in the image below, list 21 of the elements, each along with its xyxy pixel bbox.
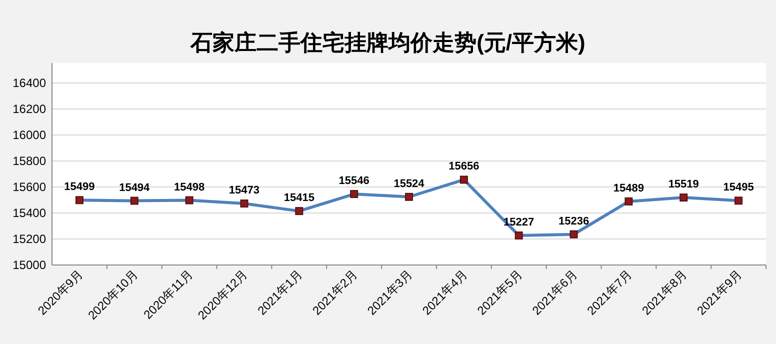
y-tick-label: 15800 bbox=[12, 154, 46, 168]
data-label: 15498 bbox=[174, 181, 205, 194]
data-label: 15415 bbox=[284, 192, 314, 204]
data-label: 15494 bbox=[119, 182, 151, 194]
data-label: 15656 bbox=[448, 160, 480, 173]
y-tick-label: 15400 bbox=[12, 206, 46, 220]
data-label: 15524 bbox=[394, 178, 426, 190]
y-tick-label: 16000 bbox=[12, 128, 46, 142]
y-tick-label: 16400 bbox=[12, 76, 46, 90]
y-tick-label: 16200 bbox=[12, 102, 46, 116]
data-label: 15236 bbox=[558, 215, 590, 228]
chart-title: 石家庄二手住宅挂牌均价走势(元/平方米) bbox=[190, 30, 586, 55]
data-label: 15495 bbox=[723, 182, 754, 194]
data-label: 15519 bbox=[668, 178, 699, 191]
y-tick-label: 15000 bbox=[12, 258, 46, 272]
data-label: 15546 bbox=[338, 175, 370, 188]
data-label: 15473 bbox=[228, 184, 260, 197]
y-tick-label: 15600 bbox=[12, 180, 46, 194]
data-label: 15499 bbox=[64, 181, 95, 194]
data-label: 15489 bbox=[613, 182, 644, 194]
y-tick-label: 15200 bbox=[12, 232, 46, 246]
